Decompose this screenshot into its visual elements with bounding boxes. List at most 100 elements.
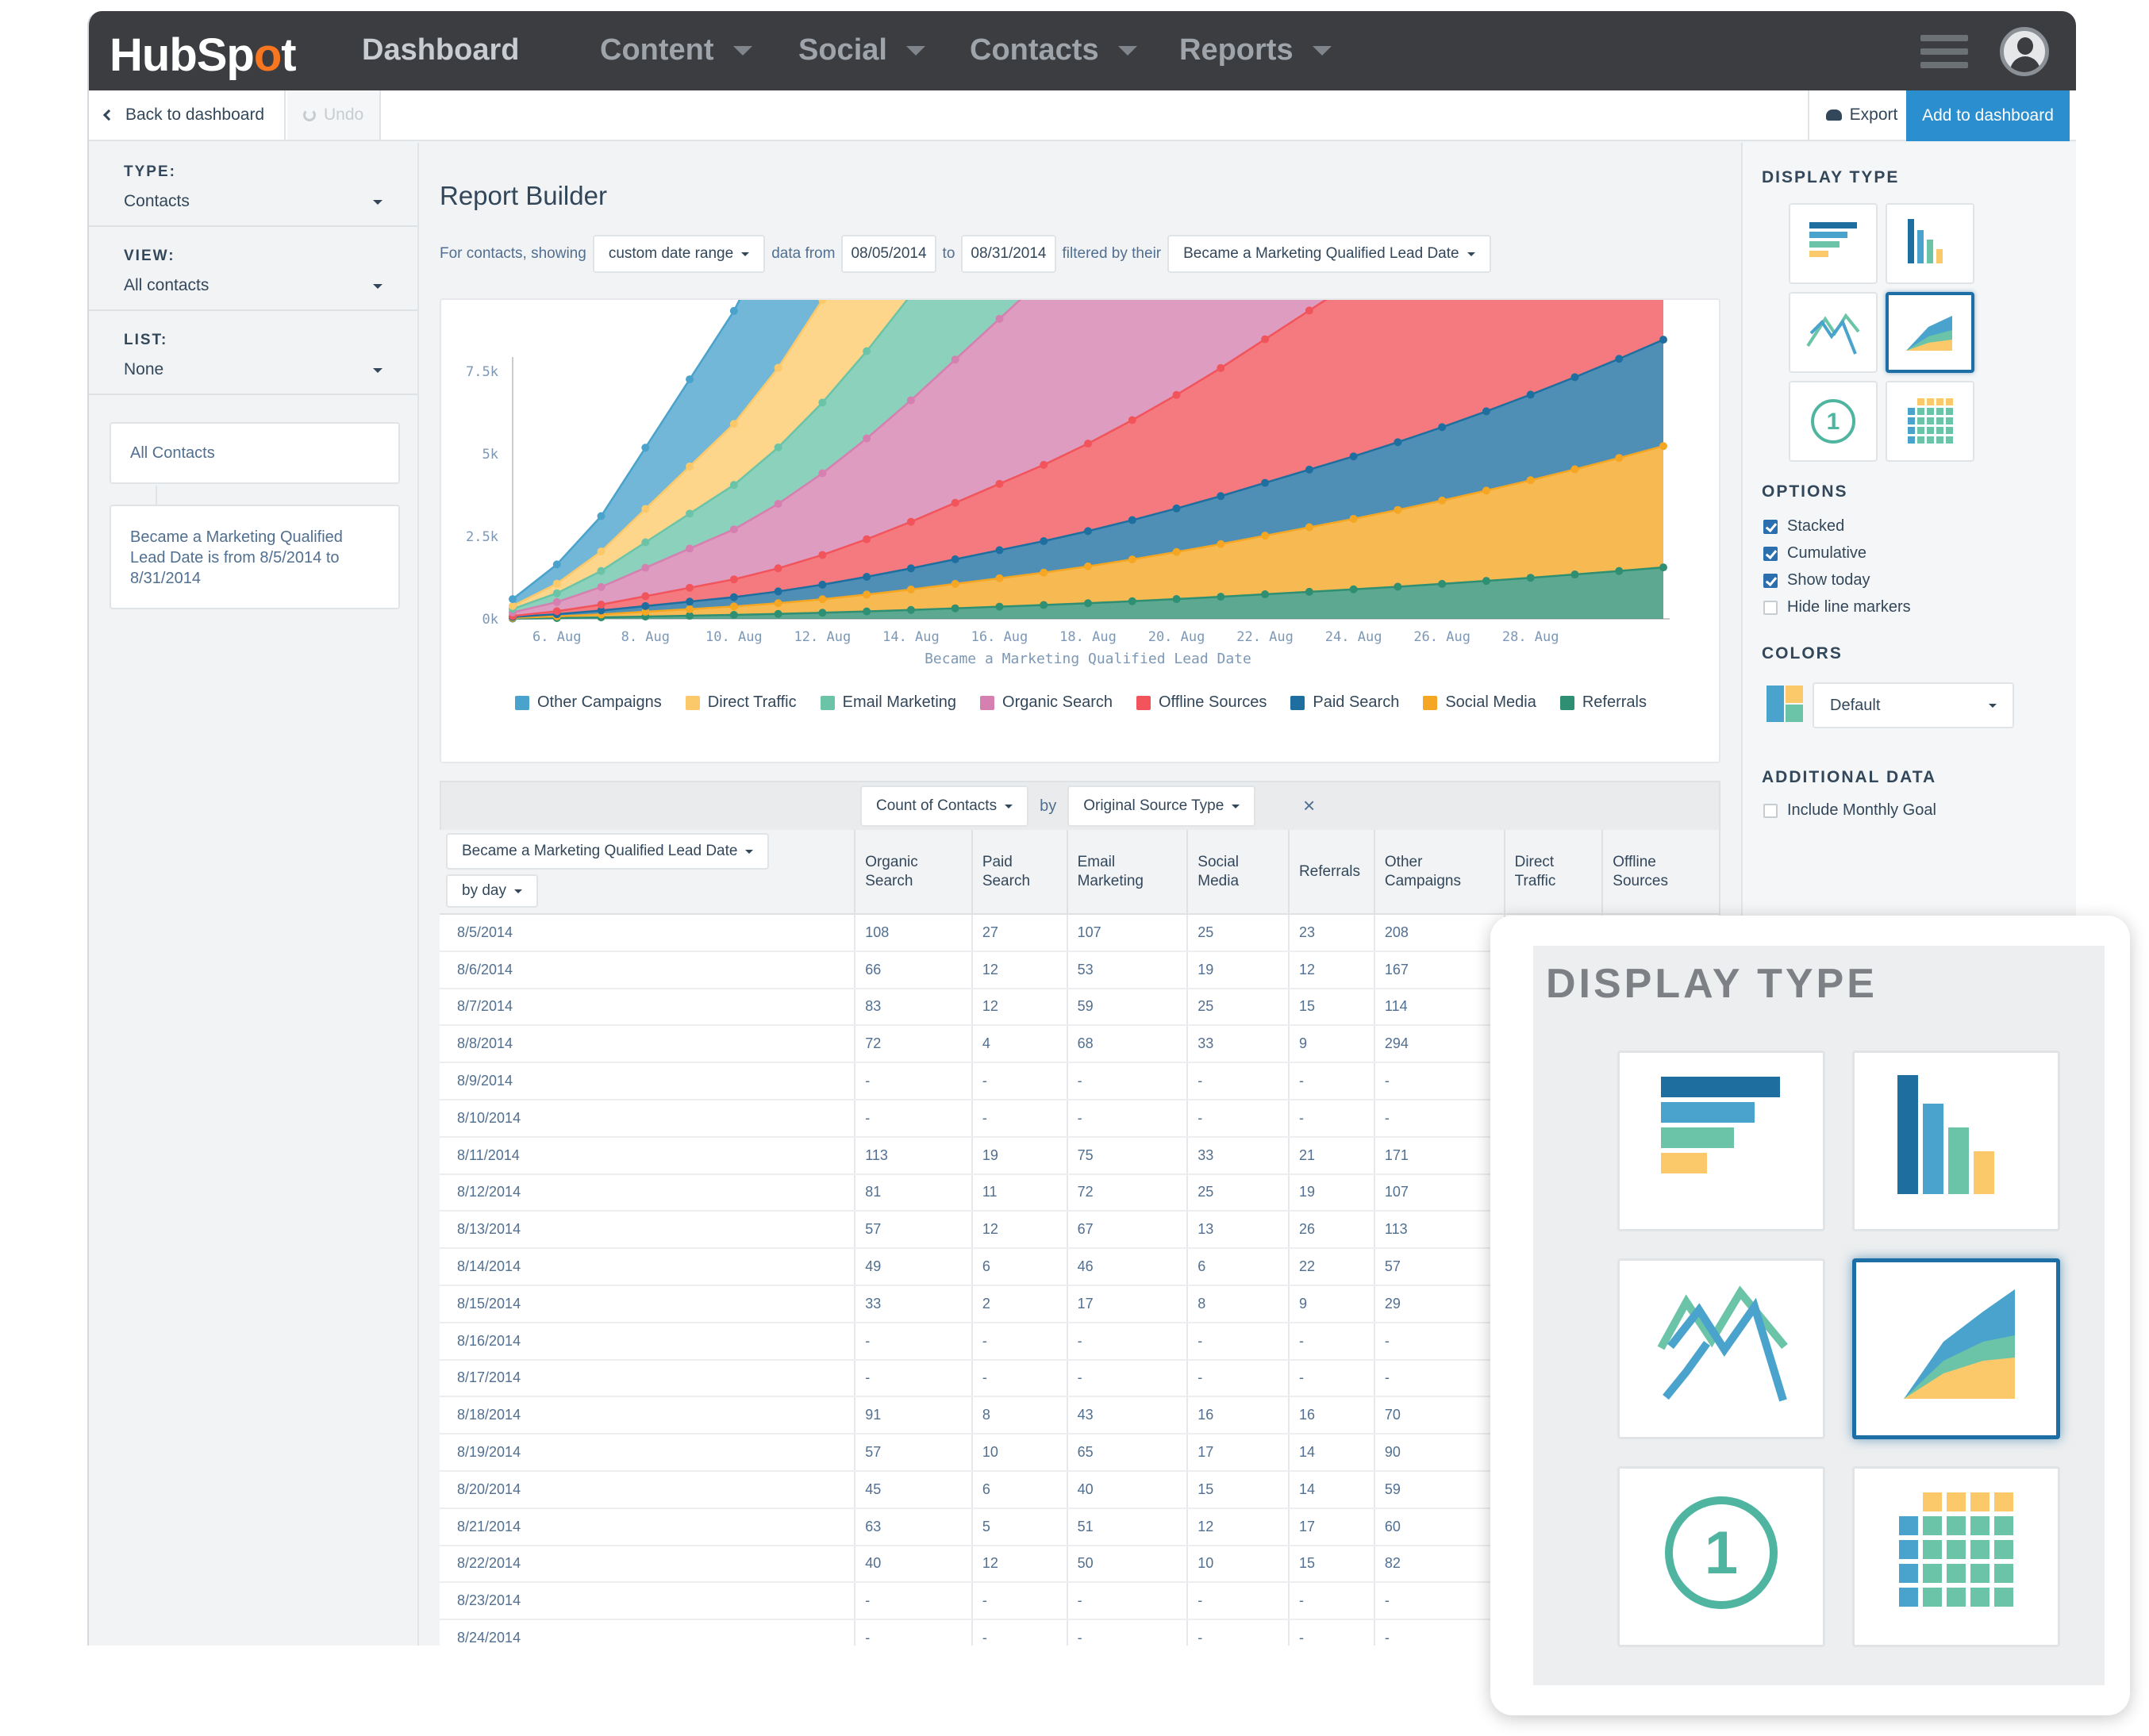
point-offline-sources [951,498,959,507]
add-to-dashboard-button[interactable]: Add to dashboard [1906,90,2070,141]
option-show-today[interactable]: Show today [1763,571,1870,590]
legend-item[interactable]: Email Marketing [820,693,956,712]
point-organic-search [995,314,1004,323]
type-value: Contacts [124,192,190,210]
chevron-down-icon [373,284,383,289]
nav-dashboard[interactable]: Dashboard [362,33,519,67]
column-header[interactable]: Offline Sources [1602,830,1720,915]
point-paid-search [1659,336,1667,344]
column-header[interactable]: Direct Traffic [1504,830,1604,915]
to-date-input[interactable]: 08/31/2014 [961,235,1056,273]
chart-legend: Other Campaigns Direct Traffic Email Marke… [486,693,1676,712]
legend-item[interactable]: Organic Search [980,693,1113,712]
legend-item[interactable]: Social Media [1423,693,1536,712]
line-chart-button[interactable] [1789,292,1878,373]
nav-reports[interactable]: Reports [1179,33,1332,67]
nav-content[interactable]: Content [600,33,752,67]
filter-all-contacts[interactable]: All Contacts [110,422,400,484]
zoom-table-grid-button[interactable] [1852,1466,2060,1647]
point-referrals [995,602,1004,611]
view-select[interactable]: VIEW: All contacts [89,227,417,311]
point-referrals [1261,590,1270,599]
point-referrals [1217,593,1225,601]
list-select[interactable]: LIST: None [89,311,417,395]
date-property-select[interactable]: Became a Marketing Qualified Lead Date [446,833,770,870]
legend-swatch [1290,695,1305,710]
horizontal-bar-button[interactable] [1789,203,1878,284]
date-range-select[interactable]: custom date range [592,235,766,273]
group-select[interactable]: Original Source Type [1067,785,1256,827]
date-cell: 8/9/2014 [440,1062,856,1100]
table-grid-button[interactable] [1886,381,1974,462]
point-organic-search [552,597,561,606]
type-select[interactable]: TYPE: Contacts [89,143,417,227]
legend-item[interactable]: Paid Search [1290,693,1399,712]
column-header[interactable]: Email Marketing [1067,830,1189,915]
grid-cell [1946,408,1953,415]
table-cell: 114 [1374,988,1505,1027]
nav-contacts[interactable]: Contacts [970,33,1137,67]
column-header[interactable]: Organic Search [855,830,973,915]
zoom-area-chart-button[interactable] [1852,1258,2060,1439]
point-social-media [1084,562,1092,570]
color-scheme-value: Default [1830,696,1881,714]
checkbox-checked-icon[interactable] [1763,546,1778,561]
back-to-dashboard-button[interactable]: Back to dashboard [89,90,286,140]
nav-social[interactable]: Social [798,33,925,67]
close-icon[interactable]: × [1303,793,1316,817]
area-chart-button[interactable] [1886,292,1974,373]
point-offline-sources [774,564,782,573]
column-header[interactable]: Social Media [1187,830,1290,915]
checkbox-icon[interactable] [1763,803,1778,818]
legend-item[interactable]: Direct Traffic [685,693,797,712]
option-cumulative[interactable]: Cumulative [1763,544,1866,563]
option-include-monthly-goal[interactable]: Include Monthly Goal [1763,801,1936,820]
from-date-input[interactable]: 08/05/2014 [841,235,936,273]
table-cell: - [971,1322,1068,1361]
zoom-horizontal-bar-button[interactable] [1617,1050,1825,1231]
vertical-bar-button[interactable] [1886,203,1974,284]
legend-item[interactable]: Other Campaigns [515,693,662,712]
table-cell: 50 [1067,1545,1189,1584]
column-header[interactable]: Paid Search [971,830,1068,915]
nav-content-label: Content [600,33,714,67]
table-cell: - [1187,1359,1290,1398]
table-cell: 33 [1187,1025,1290,1064]
checkbox-checked-icon[interactable] [1763,573,1778,588]
filter-mql-date[interactable]: Became a Marketing Qualified Lead Date i… [110,505,400,609]
legend-label: Other Campaigns [537,693,662,711]
zoom-vertical-bar-button[interactable] [1852,1050,2060,1231]
option-stacked[interactable]: Stacked [1763,517,1844,536]
point-organic-search [686,544,694,553]
point-other-campaigns [552,560,561,569]
metric-select[interactable]: Count of Contacts [860,785,1029,827]
filter-property-select[interactable]: Became a Marketing Qualified Lead Date [1167,235,1491,273]
point-paid-search [1217,492,1225,501]
point-offline-sources [552,607,561,616]
undo-button[interactable]: Undo [287,90,381,140]
column-header[interactable]: Referrals [1288,830,1375,915]
point-social-media [1438,496,1447,505]
color-scheme-select[interactable]: Default [1813,682,2014,728]
point-offline-sources [863,535,871,543]
column-header[interactable]: Other Campaigns [1374,830,1505,915]
point-paid-search [863,573,871,582]
hubspot-logo[interactable]: HubSpot [110,29,297,81]
avatar[interactable] [2000,27,2049,76]
zoom-single-number-button[interactable]: 1 [1617,1466,1825,1647]
checkbox-checked-icon[interactable] [1763,519,1778,534]
menu-icon[interactable] [1920,35,1968,68]
checkbox-icon[interactable] [1763,600,1778,615]
table-cell: 60 [1374,1507,1505,1546]
legend-item[interactable]: Referrals [1559,693,1647,712]
legend-item[interactable]: Offline Sources [1136,693,1267,712]
table-cell: 15 [1288,1545,1375,1584]
area-referrals [513,567,1663,619]
option-hide-line-markers[interactable]: Hide line markers [1763,598,1911,616]
by-day-select[interactable]: by day [446,874,538,908]
point-social-media [1040,568,1048,577]
export-button[interactable]: Export [1808,90,1914,140]
point-offline-sources [1128,416,1136,424]
single-number-button[interactable]: 1 [1789,381,1878,462]
zoom-line-chart-button[interactable] [1617,1258,1825,1439]
